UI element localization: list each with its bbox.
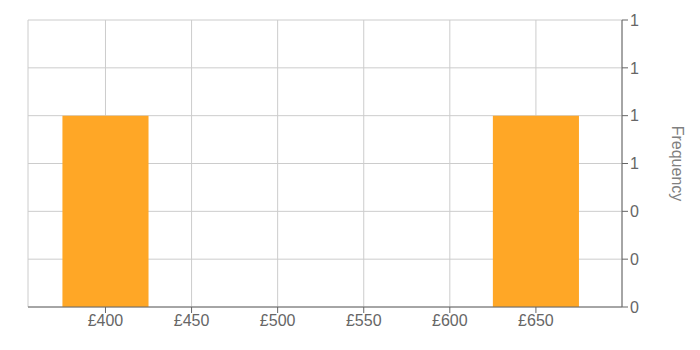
svg-text:Frequency: Frequency — [669, 126, 686, 202]
svg-text:£400: £400 — [88, 312, 124, 329]
svg-text:0: 0 — [630, 203, 639, 220]
svg-text:1: 1 — [630, 107, 639, 124]
svg-text:1: 1 — [630, 155, 639, 172]
svg-text:0: 0 — [630, 299, 639, 316]
svg-text:£650: £650 — [518, 312, 554, 329]
svg-text:1: 1 — [630, 12, 639, 29]
svg-text:£500: £500 — [260, 312, 296, 329]
svg-text:1: 1 — [630, 60, 639, 77]
svg-text:£550: £550 — [346, 312, 382, 329]
svg-text:£450: £450 — [174, 312, 210, 329]
svg-text:0: 0 — [630, 251, 639, 268]
svg-text:£600: £600 — [432, 312, 468, 329]
